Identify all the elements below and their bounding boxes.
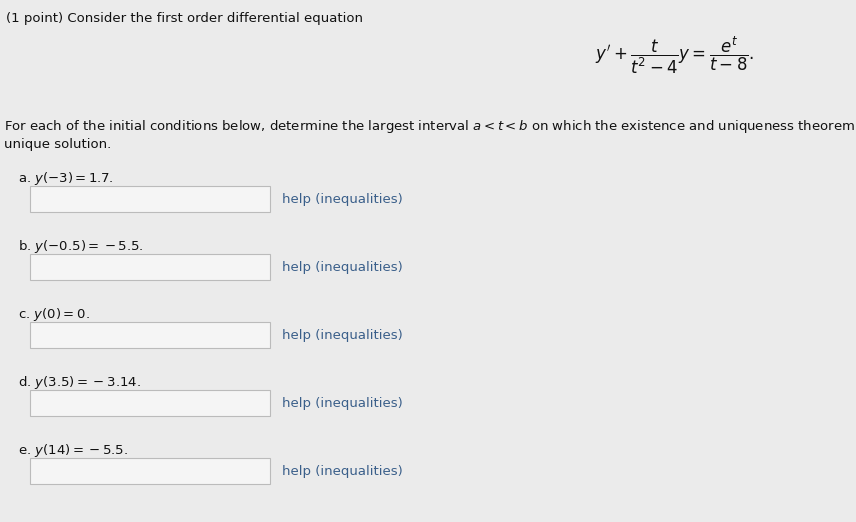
- Text: e. $y(14) = -5.5.$: e. $y(14) = -5.5.$: [18, 442, 128, 459]
- Text: help (inequalities): help (inequalities): [282, 260, 403, 274]
- Text: c. $y(0) = 0.$: c. $y(0) = 0.$: [18, 306, 90, 323]
- Text: help (inequalities): help (inequalities): [282, 397, 403, 409]
- Text: (1 point) Consider the first order differential equation: (1 point) Consider the first order diffe…: [6, 12, 363, 25]
- Text: b. $y(-0.5) = -5.5.$: b. $y(-0.5) = -5.5.$: [18, 238, 144, 255]
- Text: help (inequalities): help (inequalities): [282, 328, 403, 341]
- FancyBboxPatch shape: [30, 186, 270, 212]
- Text: unique solution.: unique solution.: [4, 138, 111, 151]
- Text: For each of the initial conditions below, determine the largest interval $a < t : For each of the initial conditions below…: [4, 118, 856, 135]
- FancyBboxPatch shape: [30, 254, 270, 280]
- FancyBboxPatch shape: [30, 322, 270, 348]
- Text: a. $y(-3) = 1.7.$: a. $y(-3) = 1.7.$: [18, 170, 113, 187]
- Text: $y' + \dfrac{t}{t^2 - 4}y = \dfrac{e^t}{t - 8}.$: $y' + \dfrac{t}{t^2 - 4}y = \dfrac{e^t}{…: [595, 34, 754, 76]
- Text: help (inequalities): help (inequalities): [282, 193, 403, 206]
- Text: help (inequalities): help (inequalities): [282, 465, 403, 478]
- Text: d. $y(3.5) = -3.14.$: d. $y(3.5) = -3.14.$: [18, 374, 141, 391]
- FancyBboxPatch shape: [30, 458, 270, 484]
- FancyBboxPatch shape: [30, 390, 270, 416]
